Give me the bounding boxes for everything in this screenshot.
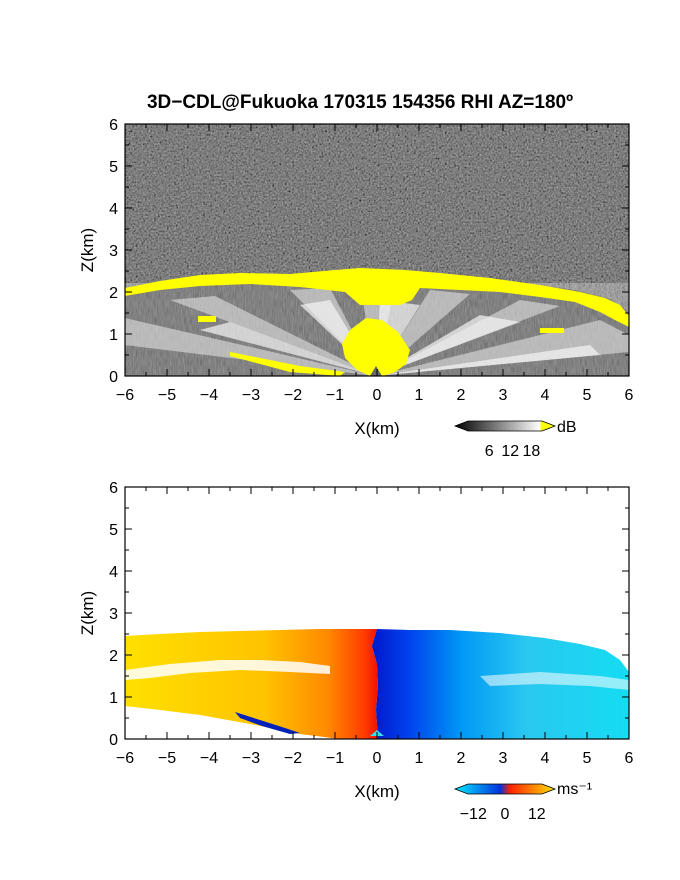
velocity-colorbar-tick-label: −12 [460,806,487,823]
velocity-colorbar-tick-label: 12 [528,806,546,823]
signal-y-tick-label: 6 [109,117,118,134]
velocity-y-axis: 0 1 2 3 4 5 6 [109,480,629,749]
signal-y-tick-label: 4 [109,201,118,218]
velocity-y-tick-label: 0 [109,732,118,749]
signal-field [125,124,629,376]
velocity-x-tick-label: −2 [284,750,302,767]
velocity-gap-right [480,672,629,690]
signal-colorbar-tick-label: 12 [501,443,519,460]
velocity-x-tick-label: −5 [158,750,176,767]
velocity-colorbar-unit: ms⁻¹ [557,781,592,798]
velocity-x-label: X(km) [354,782,399,801]
velocity-x-tick-label: −1 [326,750,344,767]
signal-colorbar-ticks: 6 12 18 [485,443,541,460]
velocity-y-tick-label: 3 [109,606,118,623]
velocity-x-tick-label: 6 [625,750,634,767]
velocity-x-tick-label: 5 [583,750,592,767]
velocity-colorbar: ms⁻¹ −12 0 12 [453,781,592,823]
velocity-y-tick-label: 1 [109,690,118,707]
signal-x-tick-label: −1 [326,387,344,404]
signal-x-tick-label: 3 [499,387,508,404]
signal-y-tick-label: 3 [109,243,118,260]
signal-colorbar-unit: dB [557,419,577,436]
velocity-y-tick-label: 6 [109,480,118,497]
signal-y-label: Z(km) [78,228,97,272]
yellow-speck-right [540,328,564,333]
signal-y-tick-label: 1 [109,327,118,344]
velocity-colorbar-tick-label: 0 [501,806,510,823]
yellow-speck-left [198,316,216,322]
signal-x-tick-label: −2 [284,387,302,404]
radial-bright-core [200,300,600,376]
signal-x-tick-label: −4 [200,387,218,404]
signal-colorbar-bar [453,420,557,432]
velocity-y-tick-label: 4 [109,564,118,581]
signal-x-axis: −6 −5 −4 −3 −2 −1 0 1 2 3 4 5 6 [116,124,634,404]
signal-x-tick-label: 2 [457,387,466,404]
signal-x-tick-label: −6 [116,387,134,404]
yellow-ground-edge [230,352,345,376]
velocity-colorbar-bar [453,783,557,795]
velocity-y-tick-label: 2 [109,648,118,665]
velocity-y-tick-label: 5 [109,522,118,539]
velocity-x-tick-label: 4 [541,750,550,767]
velocity-x-tick-label: −4 [200,750,218,767]
signal-colorbar: dB 6 12 18 [453,419,577,460]
velocity-gap-band [125,660,330,680]
signal-x-label: X(km) [354,419,399,438]
velocity-x-tick-label: 3 [499,750,508,767]
signal-y-tick-label: 2 [109,285,118,302]
velocity-x-tick-label: −3 [242,750,260,767]
figure-title: 3D−CDL@Fukuoka 170315 154356 RHI AZ=180º [147,92,573,113]
signal-x-tick-label: 4 [541,387,550,404]
velocity-x-tick-label: 0 [373,750,382,767]
velocity-colorbar-ticks: −12 0 12 [460,806,546,823]
signal-x-tick-label: −5 [158,387,176,404]
velocity-x-tick-label: 2 [457,750,466,767]
velocity-x-tick-label: −6 [116,750,134,767]
velocity-near-ground [235,712,300,734]
signal-x-tick-label: −3 [242,387,260,404]
velocity-positive-region [125,629,378,739]
velocity-x-axis: −6 −5 −4 −3 −2 −1 0 1 2 3 4 5 6 [116,487,634,767]
signal-y-axis: 0 1 2 3 4 5 6 [109,117,629,386]
signal-colorbar-tick-label: 18 [523,443,541,460]
signal-y-tick-label: 0 [109,369,118,386]
signal-colorbar-tick-label: 6 [485,443,494,460]
signal-y-tick-label: 5 [109,159,118,176]
signal-x-tick-label: 5 [583,387,592,404]
velocity-field [125,487,629,739]
velocity-x-tick-label: 1 [415,750,424,767]
velocity-y-label: Z(km) [78,591,97,635]
yellow-cloud-base [125,268,629,327]
yellow-center-plume [342,318,410,376]
signal-x-tick-label: 6 [625,387,634,404]
signal-x-tick-label: 1 [415,387,424,404]
lidar-site-marker [370,366,382,376]
signal-x-tick-label: 0 [373,387,382,404]
